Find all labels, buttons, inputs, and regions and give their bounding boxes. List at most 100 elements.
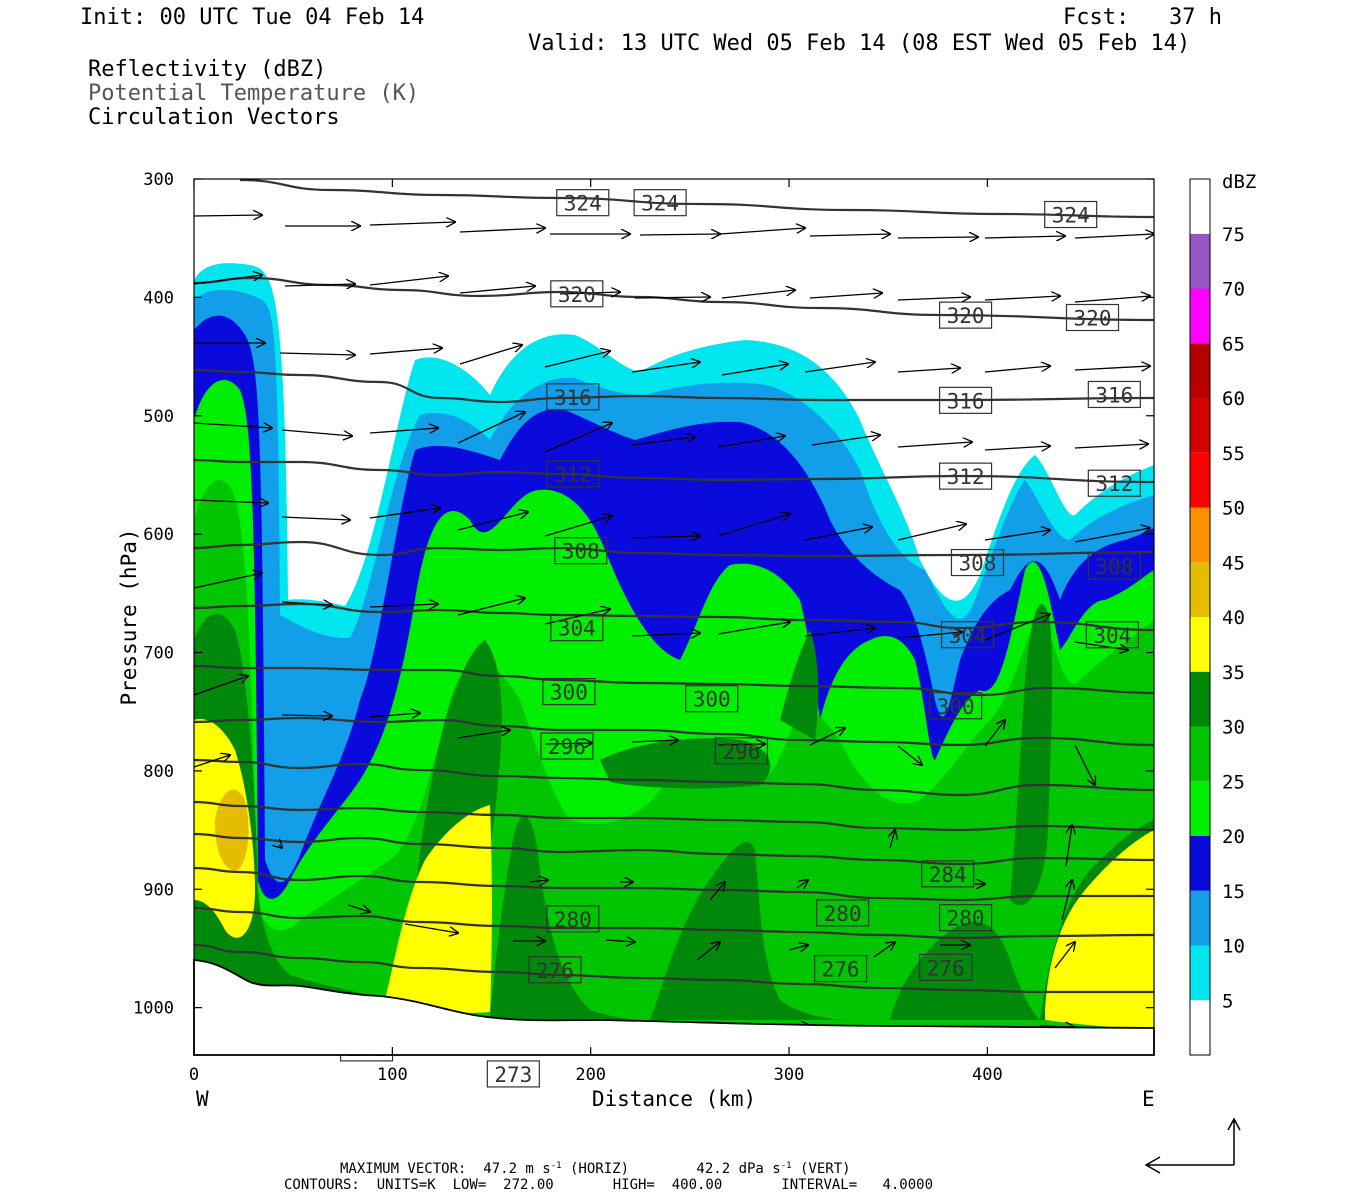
contour-label: 312: [554, 463, 592, 487]
circulation-vector: [717, 622, 790, 635]
colorbar-swatch: [1190, 781, 1210, 836]
theta-contour-line: [194, 866, 1154, 902]
forecast-hour: Fcst: 37 h: [1063, 5, 1222, 30]
circulation-vector: [719, 228, 805, 235]
circulation-vector: [796, 880, 808, 888]
dbz-band-40: [214, 789, 249, 871]
y-tick-label: 300: [143, 170, 174, 190]
colorbar-swatch: [1190, 562, 1210, 617]
circulation-vector: [544, 516, 612, 537]
contour-label: 280: [824, 902, 862, 926]
contour-label: 300: [550, 681, 588, 705]
circulation-vector: [279, 845, 282, 848]
theta-contour-line: [239, 179, 1154, 219]
circulation-vector: [717, 744, 765, 745]
x-tick-label: 300: [774, 1065, 805, 1085]
circulation-vector: [897, 442, 972, 448]
colorbar-swatch: [1190, 671, 1210, 727]
circulation-vector: [811, 435, 880, 446]
theta-contour-line: [194, 943, 1154, 994]
contour-label: 296: [722, 740, 760, 764]
contour-label: 324: [641, 192, 679, 216]
colorbar-tick-label: 70: [1222, 279, 1245, 301]
contour-label-box: [1085, 621, 1139, 649]
colorbar-swatch: [1190, 398, 1210, 453]
theta-contour-line: [194, 758, 1154, 797]
contour-label-box: [938, 386, 993, 414]
circulation-vector: [984, 530, 1050, 541]
contour-label-box: [546, 383, 600, 411]
circulation-vector: [544, 423, 612, 453]
circulation-vector: [459, 228, 545, 232]
contour-label: 276: [536, 959, 574, 983]
contour-label-box: [550, 614, 604, 642]
circulation-vector: [457, 598, 525, 616]
contour-label: 320: [1074, 307, 1112, 331]
circulation-vector: [984, 296, 1060, 300]
circulation-vector: [194, 275, 262, 285]
contour-label-box: [546, 460, 600, 488]
contour-label: 316: [1095, 383, 1133, 407]
contour-labels: 324 324 324 320 320 320 316 316 316 312 312 312 308 3…: [339, 189, 1141, 1088]
contour-label-box: [554, 537, 608, 565]
contour-label: 280: [554, 908, 592, 932]
x-axis-label: Distance (km): [592, 1087, 756, 1111]
circulation-vector: [890, 830, 895, 849]
circulation-vector: [457, 412, 525, 444]
colorbar-tick-label: 25: [1222, 771, 1245, 793]
circulation-vector: [369, 276, 448, 286]
dbz-band-30-g: [890, 921, 1040, 1020]
circulation-vector: [873, 942, 895, 958]
circulation-vector: [544, 743, 592, 744]
contour-label-box: [546, 905, 600, 933]
x-axis-east-label: E: [1142, 1087, 1155, 1111]
contour-label: 276: [927, 956, 965, 980]
field-label-theta: Potential Temperature (K): [88, 81, 420, 106]
colorbar-tick-label: 50: [1222, 498, 1245, 520]
y-axis-label: Pressure (hPa): [117, 528, 141, 705]
circulation-vector: [194, 573, 262, 589]
contour-label-box: [1065, 303, 1120, 332]
contour-label-box: [938, 904, 993, 932]
terrain-line: [193, 959, 1155, 1056]
circulation-vector: [459, 286, 535, 294]
y-tick-label: 1000: [133, 999, 174, 1019]
circulation-vector: [369, 428, 438, 434]
circulation-vector: [347, 904, 370, 912]
contour-label-box: [814, 954, 868, 983]
circulation-vector: [404, 923, 458, 933]
circulation-vector: [809, 234, 890, 236]
contour-label-box: [929, 692, 983, 720]
colorbar-swatch: [1190, 945, 1210, 1001]
colorbar-swatch: [1190, 836, 1210, 891]
contour-label: 308: [562, 540, 600, 564]
circulation-vector: [897, 745, 922, 765]
circulation-vector: [1074, 528, 1150, 543]
circulation-vector: [529, 880, 548, 882]
colorbar-tick-label: 45: [1222, 552, 1245, 574]
contour-label-box: [685, 685, 739, 713]
colorbar-tick-label: 10: [1222, 936, 1245, 958]
x-tick-label: 200: [575, 1065, 606, 1085]
circulation-vector: [984, 614, 1050, 641]
circulation-vector: [804, 628, 875, 637]
circulation-vector: [1074, 641, 1128, 650]
circulation-vector: [369, 222, 455, 225]
circulation-vector: [1054, 942, 1075, 969]
circulation-vector: [279, 353, 355, 355]
y-tick-label: 400: [143, 288, 174, 308]
contour-label-box: [633, 189, 687, 217]
y-tick-label: 500: [143, 407, 174, 427]
circulation-vector: [1074, 444, 1148, 448]
circulation-vector: [809, 728, 845, 746]
field-label-vectors: Circulation Vectors: [88, 105, 340, 130]
circulation-vector: [457, 730, 510, 739]
y-axis: 300 400 500 600 700 800 900 1000: [133, 170, 1154, 1019]
x-tick-label: 0: [189, 1065, 199, 1085]
contour-label: 308: [959, 552, 997, 576]
contour-label: 320: [947, 304, 985, 328]
contour-label-box: [1087, 380, 1141, 409]
circulation-vector: [559, 292, 620, 294]
dbz-band-35-b: [385, 805, 492, 1013]
colorbar-swatch: [1190, 617, 1210, 672]
